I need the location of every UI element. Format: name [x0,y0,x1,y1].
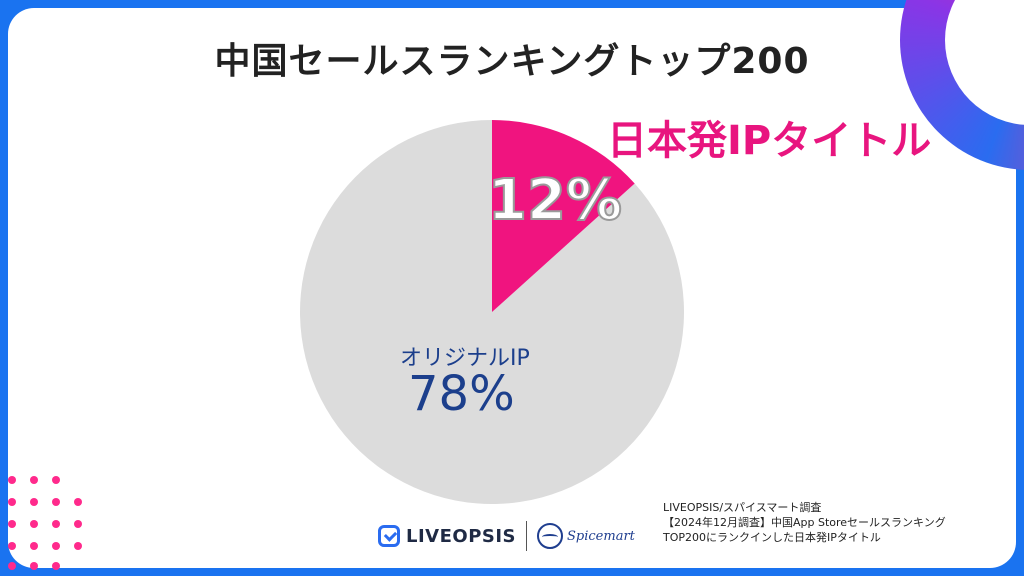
source-line-2: 【2024年12月調査】中国App Storeセールスランキング [663,516,946,529]
decorative-dots [8,476,82,570]
slice-label-japan-ip: 日本発IPタイトル [607,118,932,164]
pie-slice-japan-ip [492,120,635,312]
logo-bar: LIVEOPSIS Spicemart [378,520,635,552]
logo-divider [526,521,528,551]
spicemart-logo-icon [537,523,564,549]
slice-label-original-ip: オリジナルIP [400,346,530,371]
source-line-1: LIVEOPSIS/スパイスマート調査 [663,501,822,514]
liveopsis-logo-icon [378,525,400,547]
slice-value-original-ip: 78% [408,366,515,422]
source-line-3: TOP200にランクインした日本発IPタイトル [663,531,881,544]
liveopsis-logo: LIVEOPSIS [406,525,517,547]
slice-value-japan-ip: 12% [487,167,623,234]
chart-title: 中国セールスランキングトップ200 [214,41,810,82]
spicemart-logo: Spicemart [567,528,635,544]
source-note: LIVEOPSIS/スパイスマート調査 【2024年12月調査】中国App St… [663,500,1003,545]
